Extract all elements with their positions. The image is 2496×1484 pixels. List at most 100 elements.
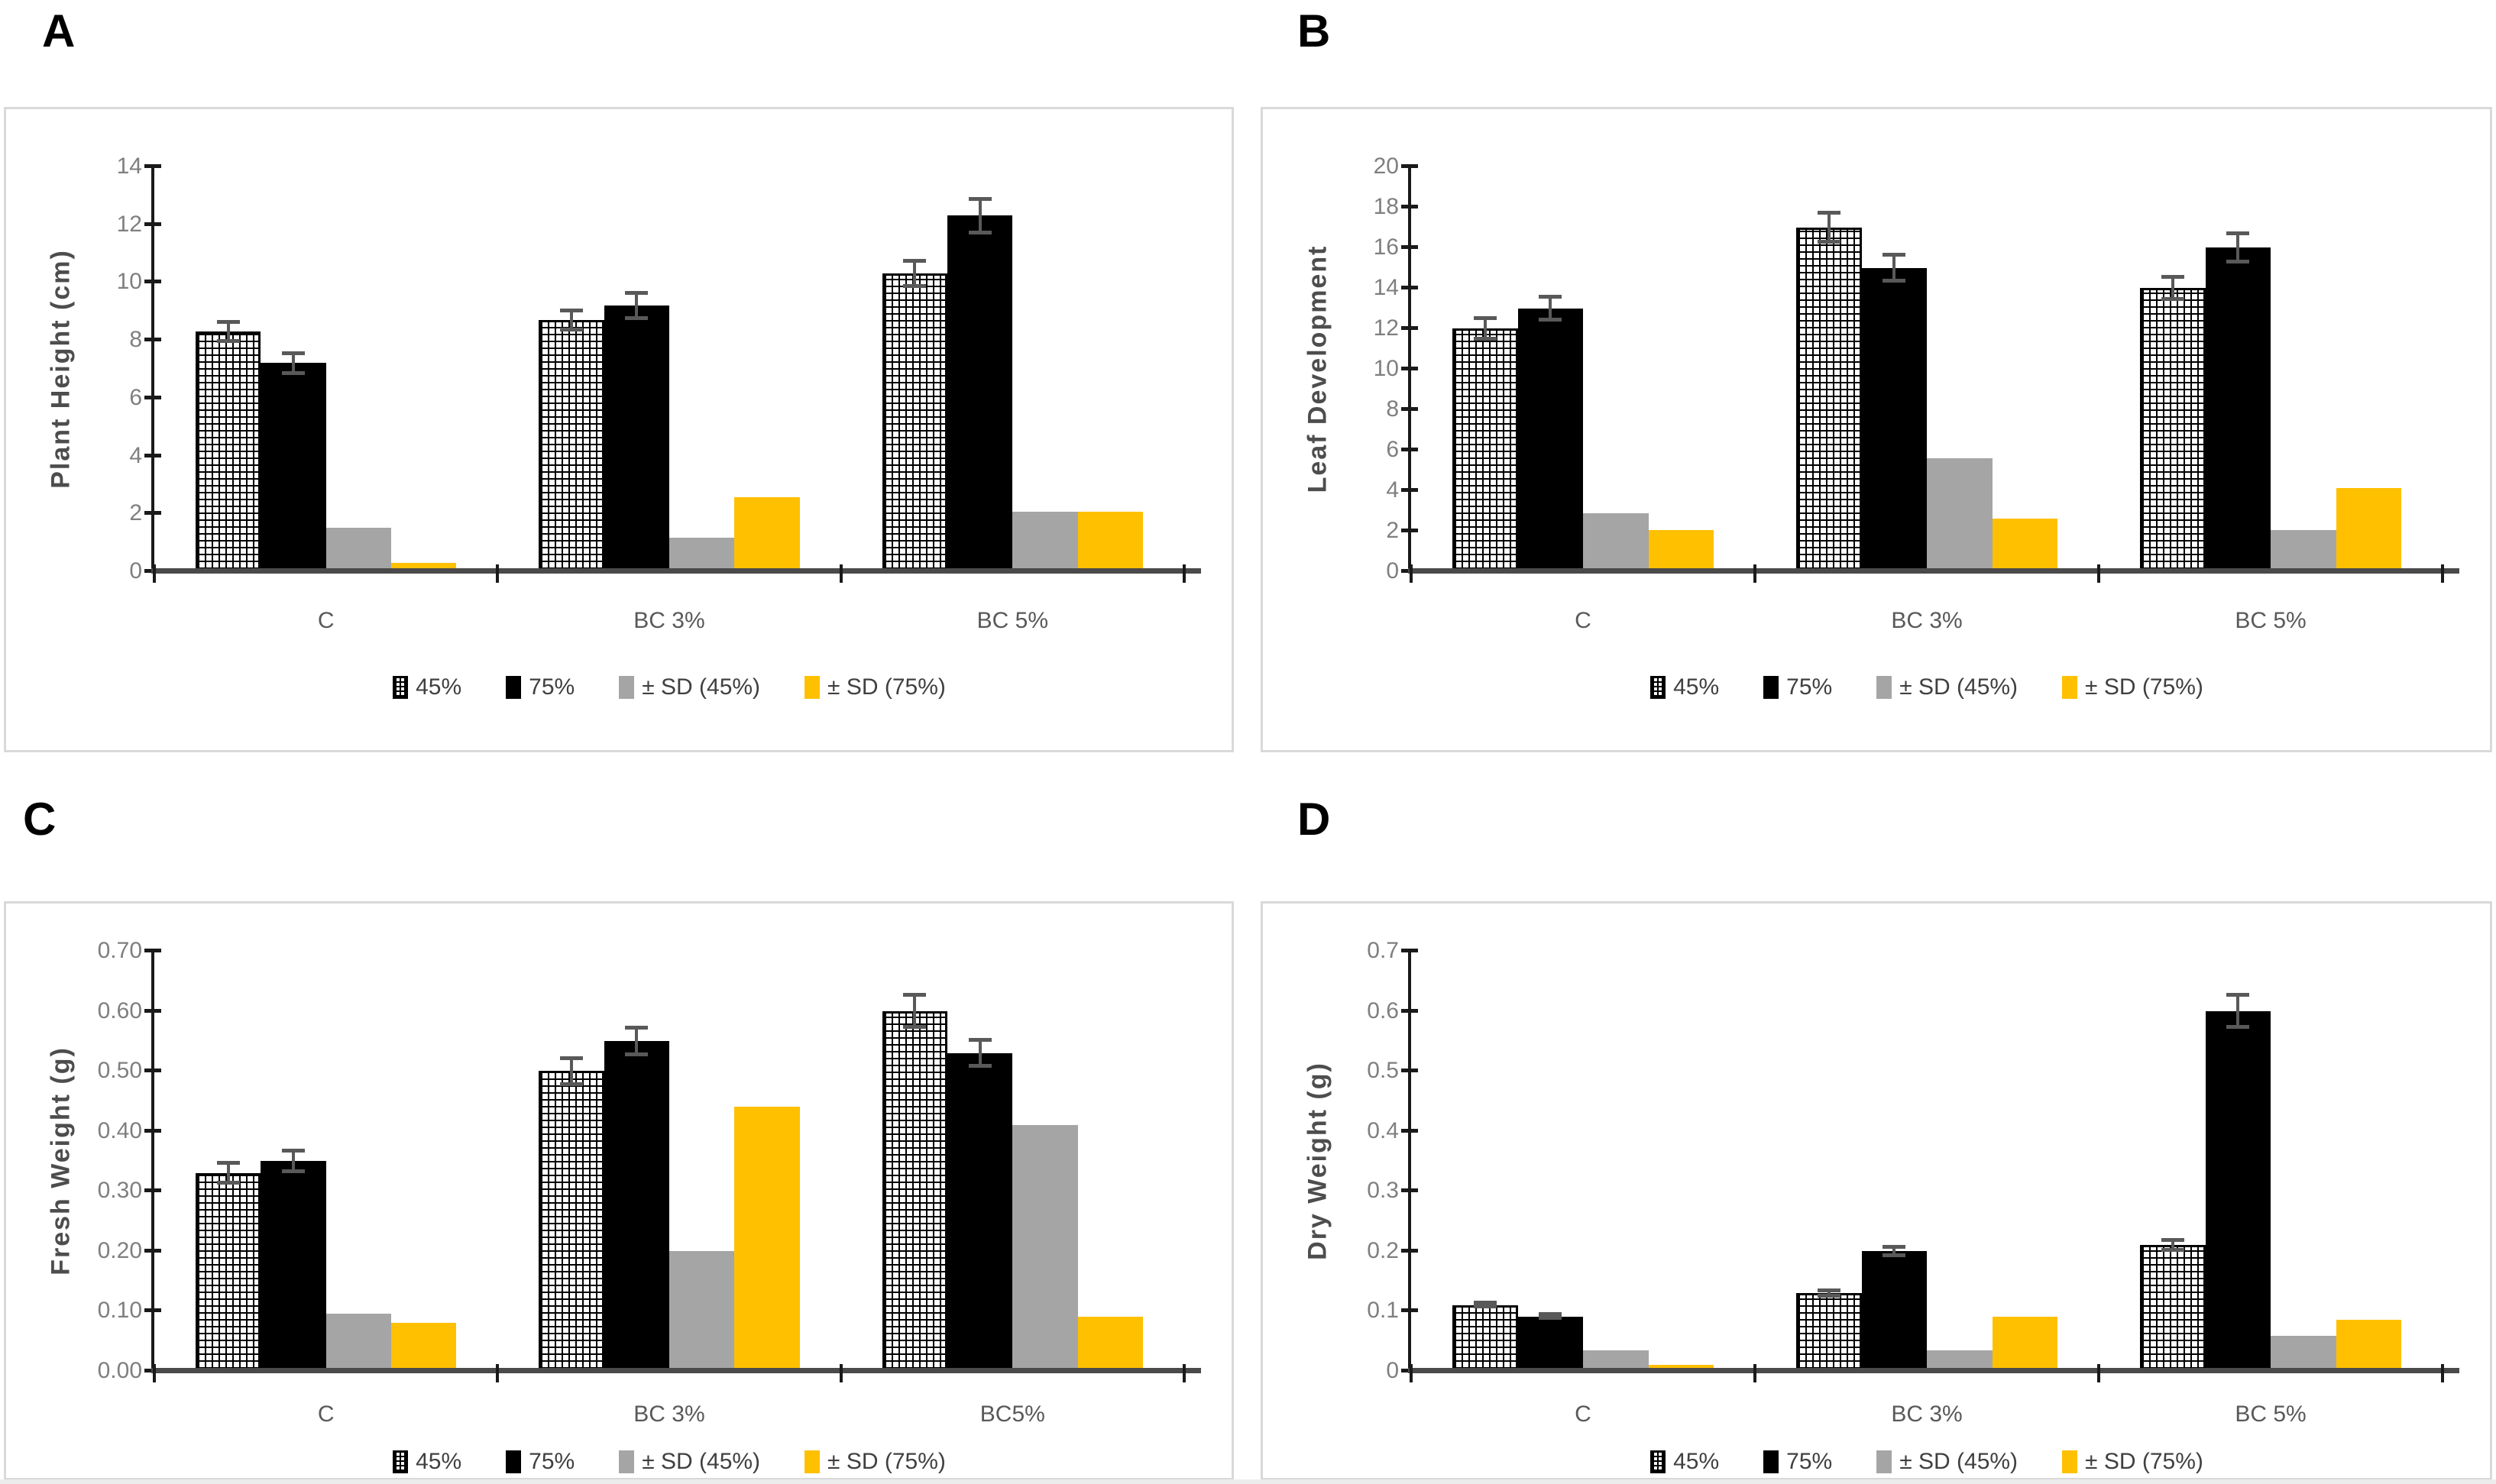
bar-sd45 xyxy=(1012,512,1078,571)
bar-slot xyxy=(1517,167,1583,571)
panel-label-b: B xyxy=(1297,5,1331,57)
error-bar xyxy=(968,1037,992,1069)
bar-45pct xyxy=(539,319,604,571)
bar-sd75 xyxy=(734,1107,800,1371)
bar-group xyxy=(154,951,497,1371)
y-axis-tick xyxy=(1401,205,1418,209)
y-axis-tick xyxy=(144,221,161,226)
error-bar xyxy=(1883,252,1906,283)
legend-marker-75pct xyxy=(506,1450,522,1473)
category-label: BC 3% xyxy=(633,608,705,633)
y-axis-tick-label: 16 xyxy=(1373,234,1399,260)
bar-sd45 xyxy=(2271,1336,2336,1371)
bar-sd75 xyxy=(1077,1317,1144,1371)
y-axis-tick-label: 18 xyxy=(1373,194,1399,219)
bar-slot xyxy=(1517,951,1583,1371)
bar-75pct xyxy=(1861,1250,1927,1371)
error-bar xyxy=(559,1056,583,1086)
bar-45pct xyxy=(882,273,947,571)
error-bar xyxy=(2226,231,2250,264)
legend-item: ± SD (45%) xyxy=(619,1449,760,1475)
bar-75pct xyxy=(261,1161,326,1371)
bar-slot xyxy=(1583,167,1649,571)
legend-marker-sd75 xyxy=(2062,1450,2078,1473)
bar-slot xyxy=(2336,167,2401,571)
legend-item: ± SD (75%) xyxy=(804,1449,946,1475)
bar-sd45 xyxy=(2271,529,2336,571)
y-axis-tick xyxy=(1401,1008,1418,1013)
y-axis-title: Dry Weight (g) xyxy=(1303,1062,1332,1260)
y-axis-tick-label: 0.5 xyxy=(1367,1058,1399,1084)
y-axis-tick xyxy=(1401,326,1418,330)
bar-slot xyxy=(1927,167,1993,571)
error-bar xyxy=(281,351,305,375)
plot-bars xyxy=(154,951,1184,1371)
y-axis-tick xyxy=(144,949,161,952)
bar-slot xyxy=(604,951,669,1371)
bar-slot xyxy=(2271,167,2336,571)
bar-slot xyxy=(195,167,261,571)
legend-item: ± SD (75%) xyxy=(2062,674,2203,700)
bar-sd45 xyxy=(325,1314,392,1371)
bar-sd75 xyxy=(1992,519,2057,571)
error-bar xyxy=(559,308,583,331)
panel-label-a: A xyxy=(42,5,76,57)
legend-item: ± SD (45%) xyxy=(1876,1449,2018,1475)
legend-item: ± SD (75%) xyxy=(2062,1449,2203,1475)
legend-item: ± SD (75%) xyxy=(804,674,946,700)
bar-75pct xyxy=(947,215,1013,571)
y-axis-tick xyxy=(1401,529,1418,532)
y-axis-tick xyxy=(144,1248,161,1253)
bar-group xyxy=(497,951,840,1371)
legend-marker-75pct xyxy=(1763,1450,1779,1473)
legend-item: 45% xyxy=(393,1449,461,1475)
y-axis-tick xyxy=(144,1069,161,1073)
x-axis-labels: C BC 3% BC 5% xyxy=(1411,608,2443,634)
y-axis-tick-label: 8 xyxy=(1386,396,1399,422)
legend-item: 75% xyxy=(506,674,575,700)
y-axis-tick-label: 4 xyxy=(129,442,142,468)
y-axis: 0 0.1 0.2 0.3 0.4 0.5 0.6 0.7 xyxy=(1367,938,2443,1383)
bar-sd45 xyxy=(669,1250,735,1371)
error-bar xyxy=(903,259,927,288)
y-axis-title: Plant Height (cm) xyxy=(46,249,76,489)
legend-item: 45% xyxy=(393,674,461,700)
legend-label: ± SD (75%) xyxy=(827,1449,946,1474)
bar-group xyxy=(1411,167,1755,571)
error-bar xyxy=(1883,1245,1906,1257)
bar-45pct xyxy=(2140,1245,2206,1371)
y-axis-tick xyxy=(1401,448,1418,451)
panel-c: Fresh Weight (g) 0.00 0.10 0.20 0.30 0.40 0.5… xyxy=(4,901,1234,1480)
error-bar xyxy=(1473,1300,1497,1308)
y-axis-tick xyxy=(1401,407,1418,411)
y-axis-tick xyxy=(144,280,161,284)
error-bar xyxy=(2161,1237,2184,1253)
y-axis-tick xyxy=(1401,245,1418,249)
bar-45pct xyxy=(2140,288,2206,571)
bar-slot xyxy=(325,167,392,571)
legend-label: 45% xyxy=(416,1449,462,1474)
y-axis-tick-label: 0 xyxy=(129,558,142,584)
x-axis-boundary-tick xyxy=(153,564,156,583)
legend-label: 75% xyxy=(529,1449,575,1474)
bar-sd75 xyxy=(391,562,457,571)
y-axis-tick-label: 12 xyxy=(116,211,142,237)
x-axis-boundary-tick xyxy=(153,1364,156,1382)
y-axis-tick xyxy=(144,511,161,516)
category-label: BC 3% xyxy=(1891,608,1963,633)
y-axis-tick-label: 0.1 xyxy=(1367,1298,1399,1324)
legend-marker-sd45 xyxy=(619,1450,635,1473)
legend-label: 45% xyxy=(1673,674,1720,700)
y-axis-tick xyxy=(144,453,161,457)
x-axis-boundary-tick xyxy=(496,564,500,583)
legend-item: 75% xyxy=(506,1449,575,1475)
error-bar xyxy=(2226,993,2250,1030)
bar-slot xyxy=(734,167,800,571)
legend-marker-75pct xyxy=(1763,676,1779,699)
legend-marker-sd75 xyxy=(2062,676,2078,699)
image-edge-strip xyxy=(0,1479,2496,1484)
y-axis-tick-label: 0.00 xyxy=(97,1358,142,1383)
bar-45pct xyxy=(195,1172,261,1371)
bar-slot xyxy=(1452,951,1518,1371)
y-axis-tick-label: 12 xyxy=(1373,315,1399,341)
